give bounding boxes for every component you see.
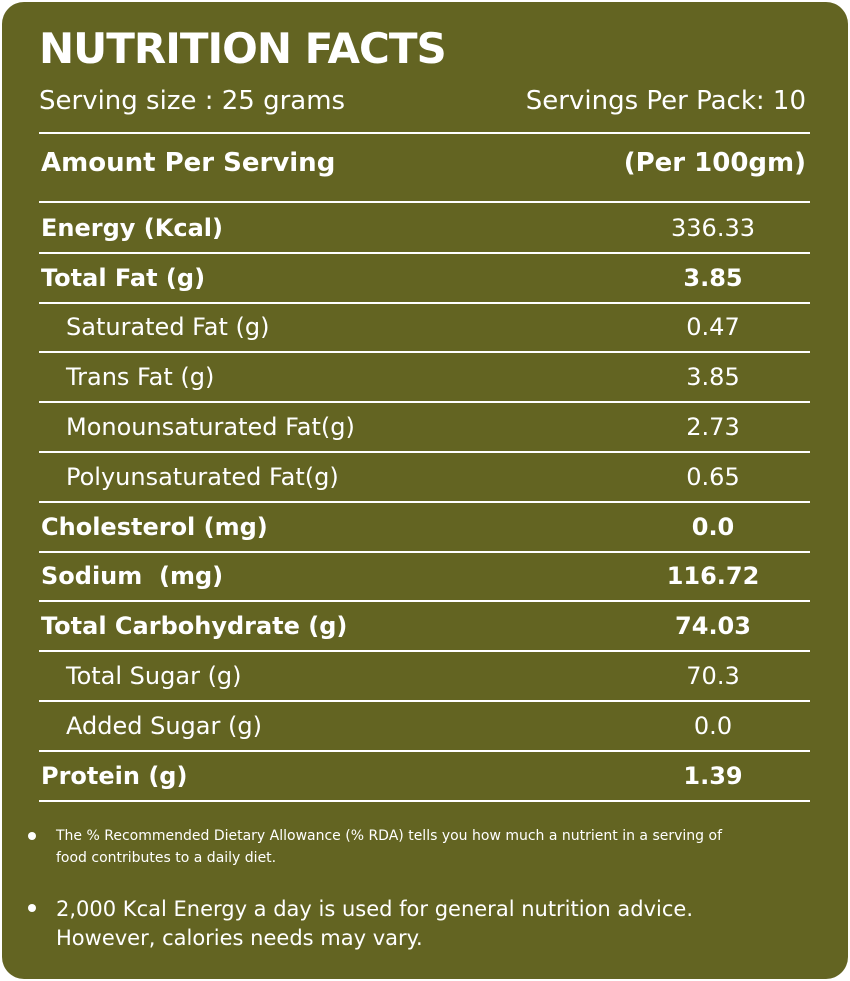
- nutrient-label: Cholesterol (mg): [41, 512, 268, 541]
- per-100gm-header: (Per 100gm): [623, 148, 806, 178]
- nutrient-value: 1.39: [683, 761, 743, 790]
- nutrient-row-added-sugar: Added Sugar (g) 0.0: [39, 702, 810, 752]
- nutrient-value: 0.0: [691, 512, 735, 541]
- nutrient-label: Sodium (mg): [41, 562, 224, 591]
- nutrient-label: Total Sugar (g): [66, 662, 242, 691]
- nutrient-row-total-carbohydrate: Total Carbohydrate (g) 74.03: [39, 602, 810, 653]
- nutrient-row-trans-fat: Trans Fat (g) 3.85: [39, 353, 810, 404]
- servings-per-pack: Servings Per Pack: 10: [525, 86, 806, 116]
- footnote-text: The % Recommended Dietary Allowance (% R…: [56, 825, 722, 869]
- footnote-text: 2,000 Kcal Energy a day is used for gene…: [56, 895, 693, 953]
- nutrition-facts-title: NUTRITION FACTS: [39, 24, 447, 73]
- bullet-icon: [28, 904, 36, 912]
- nutrient-row-polyunsaturated-fat: Polyunsaturated Fat(g) 0.65: [39, 453, 810, 503]
- nutrient-row-monounsaturated-fat: Monounsaturated Fat(g) 2.73: [39, 403, 810, 453]
- nutrient-label: Total Carbohydrate (g): [41, 612, 348, 641]
- nutrient-value: 2.73: [686, 413, 740, 442]
- amount-per-serving-header: Amount Per Serving: [41, 148, 336, 178]
- footnote-line: food contributes to a daily diet.: [56, 850, 277, 866]
- divider: [39, 132, 810, 134]
- bullet-icon: [28, 832, 36, 840]
- nutrient-row-energy: Energy (Kcal) 336.33: [39, 204, 810, 254]
- nutrient-row-saturated-fat: Saturated Fat (g) 0.47: [39, 304, 810, 354]
- nutrient-label: Energy (Kcal): [41, 213, 223, 242]
- footnote-line: The % Recommended Dietary Allowance (% R…: [56, 828, 722, 844]
- nutrient-value: 0.0: [693, 711, 733, 740]
- footnote-line: 2,000 Kcal Energy a day is used for gene…: [56, 897, 694, 921]
- nutrient-value: 3.85: [683, 263, 743, 292]
- nutrient-label: Monounsaturated Fat(g): [66, 413, 355, 442]
- divider: [39, 201, 810, 203]
- nutrient-label: Saturated Fat (g): [66, 313, 270, 342]
- nutrient-value: 70.3: [686, 662, 740, 691]
- nutrient-row-total-fat: Total Fat (g) 3.85: [39, 254, 810, 304]
- nutrient-value: 0.47: [686, 313, 740, 342]
- nutrient-label: Polyunsaturated Fat(g): [66, 462, 339, 491]
- nutrient-value: 336.33: [671, 213, 755, 242]
- nutrient-row-protein: Protein (g) 1.39: [39, 752, 810, 802]
- nutrient-table: Energy (Kcal) 336.33 Total Fat (g) 3.85 …: [39, 204, 810, 802]
- serving-size: Serving size : 25 grams: [39, 86, 346, 116]
- nutrient-value: 0.65: [686, 462, 740, 491]
- nutrient-row-total-sugar: Total Sugar (g) 70.3: [39, 652, 810, 702]
- nutrient-label: Protein (g): [41, 761, 188, 790]
- footnote-line: However, calories needs may vary.: [56, 926, 423, 950]
- nutrient-row-cholesterol: Cholesterol (mg) 0.0: [39, 503, 810, 553]
- nutrient-label: Total Fat (g): [41, 263, 206, 292]
- nutrient-label: Added Sugar (g): [66, 711, 262, 740]
- nutrient-label: Trans Fat (g): [66, 363, 215, 392]
- nutrient-value: 116.72: [666, 562, 760, 591]
- nutrient-value: 74.03: [675, 612, 751, 641]
- nutrient-value: 3.85: [686, 363, 740, 392]
- nutrient-row-sodium: Sodium (mg) 116.72: [39, 553, 810, 603]
